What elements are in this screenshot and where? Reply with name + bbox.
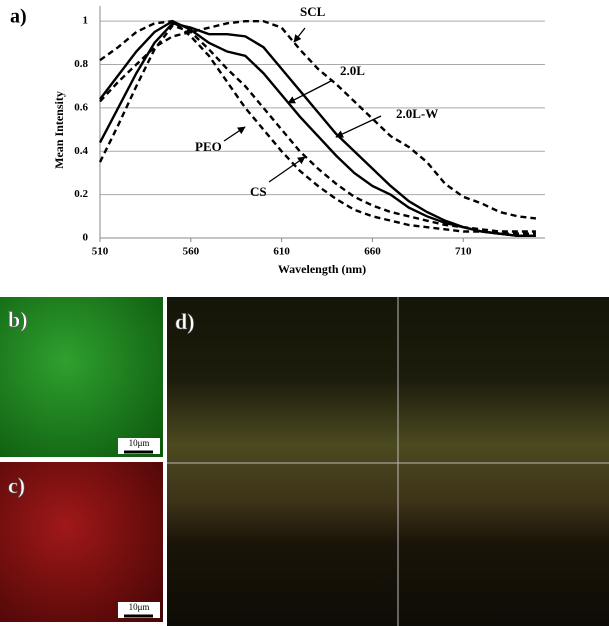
series-label: PEO [195,139,222,154]
y-tick-label: 1 [83,15,89,27]
series-line [99,19,537,220]
annotation-arrow [268,156,306,183]
y-tick-label: 0.6 [74,101,88,113]
x-tick-label: 560 [183,246,200,258]
series-label: 2.0L-W [396,106,438,121]
annotation-arrow [293,27,306,43]
scale-box [118,438,160,454]
series-line [98,24,536,233]
series-label: CS [250,184,267,199]
y-axis-title: Mean Intensity [52,91,66,169]
panel-label: d) [175,309,195,334]
annotation-arrow [287,79,334,104]
y-tick-label: 0 [83,232,89,244]
x-tick-label: 660 [364,246,381,258]
x-tick-label: 710 [455,246,472,258]
scale-label: 10μm [129,602,150,612]
scale-box [118,602,160,618]
panel-label: a) [10,6,27,28]
plot-area: 0 0.2 0.4 0.6 0.8 1 510 560 610 660 710 SCL 2.0L 2.0L… [74,4,545,258]
image-red [0,462,163,622]
annotation-arrow [223,126,246,142]
x-tick-label: 510 [92,246,109,258]
y-tick-label: 0.2 [74,188,88,200]
series-label: SCL [300,4,326,19]
x-tick-label: 610 [273,246,290,258]
x-axis-title: Wavelength (nm) [278,262,366,276]
y-tick-label: 0.4 [74,145,88,157]
image-merged [167,297,609,626]
panel-label: b) [8,307,28,332]
scale-label: 10μm [129,438,150,448]
series-line [99,19,536,235]
y-tick-label: 0.8 [74,58,88,70]
annotation-arrow [335,115,382,138]
series-line [99,19,536,238]
panel-label: c) [8,473,25,498]
series-label: 2.0L [340,63,365,78]
series-line [98,22,536,238]
image-green [0,297,163,457]
